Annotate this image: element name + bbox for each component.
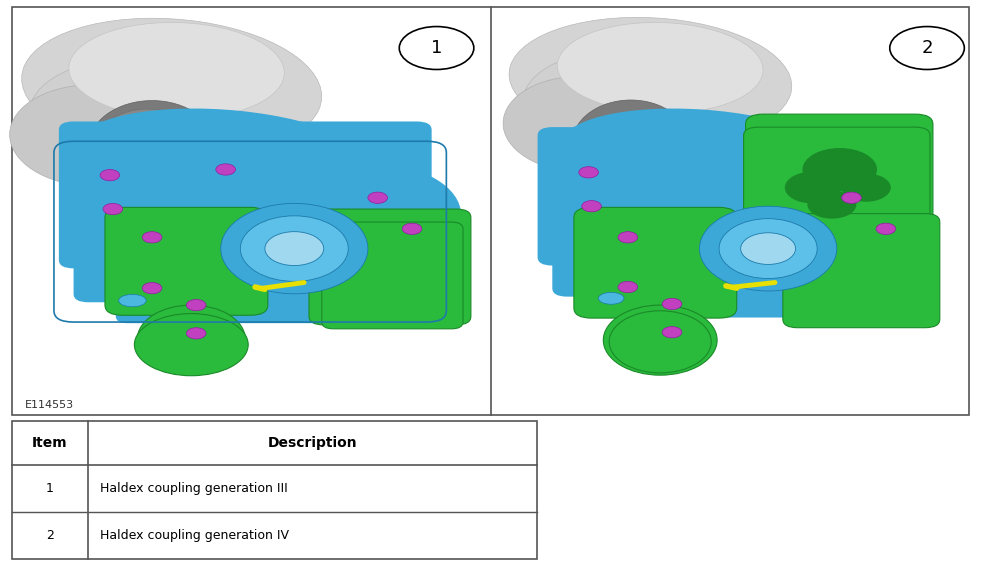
Ellipse shape [22, 18, 322, 157]
Ellipse shape [699, 206, 837, 291]
Ellipse shape [734, 147, 910, 232]
Ellipse shape [802, 148, 877, 191]
FancyBboxPatch shape [105, 207, 268, 315]
Ellipse shape [557, 23, 763, 113]
Ellipse shape [284, 164, 461, 266]
Text: Item: Item [32, 436, 68, 450]
Ellipse shape [119, 294, 146, 307]
Circle shape [876, 223, 896, 234]
Ellipse shape [196, 136, 412, 209]
Circle shape [662, 298, 682, 310]
Circle shape [368, 192, 387, 203]
Circle shape [186, 299, 206, 311]
Text: Haldex coupling generation III: Haldex coupling generation III [100, 483, 287, 496]
Ellipse shape [609, 127, 868, 207]
Ellipse shape [680, 136, 886, 206]
FancyBboxPatch shape [74, 172, 417, 302]
FancyBboxPatch shape [116, 202, 394, 323]
Ellipse shape [807, 190, 856, 219]
Text: 1: 1 [431, 39, 442, 57]
Ellipse shape [609, 311, 711, 373]
Ellipse shape [89, 138, 274, 224]
Circle shape [142, 282, 162, 294]
Ellipse shape [842, 173, 891, 202]
FancyBboxPatch shape [746, 114, 933, 228]
Ellipse shape [503, 76, 660, 172]
Circle shape [618, 281, 638, 293]
Ellipse shape [598, 293, 624, 304]
FancyBboxPatch shape [322, 222, 463, 329]
Bar [495, 10, 964, 412]
Circle shape [142, 232, 162, 243]
Circle shape [186, 328, 206, 339]
Ellipse shape [76, 108, 376, 208]
Bar [12, 7, 969, 415]
Ellipse shape [10, 85, 177, 186]
FancyBboxPatch shape [574, 207, 737, 318]
Ellipse shape [763, 161, 930, 257]
Ellipse shape [561, 108, 848, 202]
FancyBboxPatch shape [744, 127, 930, 234]
Ellipse shape [577, 135, 753, 218]
Bar [17, 10, 486, 412]
FancyBboxPatch shape [538, 127, 891, 266]
Text: 1: 1 [46, 483, 54, 496]
Circle shape [399, 27, 474, 69]
Ellipse shape [134, 314, 248, 376]
Ellipse shape [265, 232, 324, 266]
Ellipse shape [93, 109, 201, 190]
FancyBboxPatch shape [783, 214, 940, 328]
Ellipse shape [137, 305, 245, 373]
Ellipse shape [88, 101, 216, 193]
Ellipse shape [603, 305, 717, 375]
FancyBboxPatch shape [309, 209, 471, 325]
Circle shape [579, 167, 598, 178]
Ellipse shape [221, 203, 368, 294]
Ellipse shape [240, 216, 348, 281]
Ellipse shape [719, 219, 817, 279]
Text: E114553: E114553 [25, 399, 74, 410]
Ellipse shape [523, 51, 709, 153]
Ellipse shape [741, 233, 796, 264]
Ellipse shape [785, 172, 840, 203]
Ellipse shape [250, 147, 437, 237]
Ellipse shape [29, 59, 226, 167]
Circle shape [216, 164, 235, 175]
Circle shape [402, 223, 422, 234]
Ellipse shape [118, 127, 392, 212]
Ellipse shape [509, 18, 792, 143]
FancyBboxPatch shape [590, 199, 858, 318]
Circle shape [618, 232, 638, 243]
Circle shape [842, 192, 861, 203]
Ellipse shape [572, 100, 690, 188]
Circle shape [662, 327, 682, 338]
Circle shape [103, 203, 123, 215]
Circle shape [890, 27, 964, 69]
Text: Description: Description [268, 436, 357, 450]
Ellipse shape [69, 23, 284, 119]
Text: 2: 2 [921, 39, 933, 57]
FancyBboxPatch shape [552, 170, 881, 297]
FancyBboxPatch shape [59, 121, 432, 268]
Text: Haldex coupling generation IV: Haldex coupling generation IV [100, 529, 288, 542]
Circle shape [100, 170, 120, 181]
Circle shape [582, 201, 601, 212]
Text: 2: 2 [46, 529, 54, 542]
Bar [12, 421, 537, 559]
